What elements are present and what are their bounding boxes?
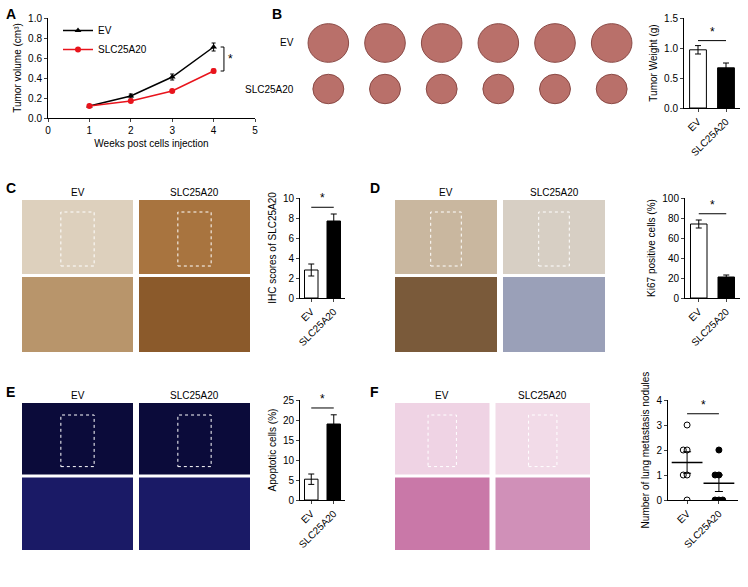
- svg-text:40: 40: [668, 253, 680, 264]
- svg-text:1.0: 1.0: [664, 43, 678, 54]
- svg-text:1: 1: [656, 470, 662, 481]
- svg-text:1.5: 1.5: [664, 13, 678, 24]
- svg-text:20: 20: [283, 415, 295, 426]
- svg-text:0: 0: [656, 495, 662, 506]
- svg-text:0: 0: [45, 125, 51, 136]
- svg-text:Number of lung metastasis nodu: Number of lung metastasis nodules: [640, 372, 651, 529]
- svg-text:60: 60: [668, 233, 680, 244]
- svg-text:1.0: 1.0: [28, 13, 42, 24]
- svg-text:SLC25A20: SLC25A20: [689, 306, 731, 348]
- svg-text:100: 100: [662, 193, 679, 204]
- svg-text:Weeks post cells injection: Weeks post cells injection: [94, 138, 208, 149]
- svg-text:*: *: [228, 52, 233, 66]
- svg-text:*: *: [710, 25, 715, 39]
- svg-text:4: 4: [656, 395, 662, 406]
- svg-text:SLC25A20: SLC25A20: [682, 508, 724, 550]
- svg-text:EV: EV: [439, 187, 453, 198]
- svg-text:*: *: [320, 392, 325, 406]
- svg-text:SLC25A20: SLC25A20: [518, 390, 567, 401]
- svg-text:25: 25: [283, 395, 295, 406]
- svg-text:Tumor Weight (g): Tumor Weight (g): [648, 24, 659, 101]
- svg-text:EV: EV: [71, 187, 85, 198]
- svg-text:1: 1: [87, 125, 93, 136]
- svg-text:A: A: [6, 6, 16, 22]
- svg-text:6: 6: [288, 233, 294, 244]
- svg-text:10: 10: [283, 455, 295, 466]
- svg-text:0.2: 0.2: [28, 93, 42, 104]
- svg-text:EV: EV: [280, 37, 294, 48]
- svg-text:Ki67 positive cells (%): Ki67 positive cells (%): [646, 199, 657, 297]
- svg-text:80: 80: [668, 213, 680, 224]
- svg-text:10: 10: [283, 193, 295, 204]
- svg-text:4: 4: [288, 253, 294, 264]
- svg-text:0: 0: [288, 495, 294, 506]
- svg-text:*: *: [701, 398, 706, 412]
- svg-text:2: 2: [128, 125, 134, 136]
- svg-text:F: F: [370, 384, 379, 400]
- svg-text:2: 2: [288, 273, 294, 284]
- svg-text:C: C: [6, 180, 16, 196]
- svg-text:0.4: 0.4: [28, 73, 42, 84]
- svg-text:SLC25A20: SLC25A20: [689, 116, 731, 158]
- svg-text:EV: EV: [71, 390, 85, 401]
- svg-text:EV: EV: [686, 306, 703, 323]
- svg-text:EV: EV: [98, 25, 112, 36]
- svg-text:3: 3: [656, 420, 662, 431]
- svg-text:E: E: [6, 384, 15, 400]
- svg-text:SLC25A20: SLC25A20: [170, 187, 219, 198]
- svg-text:SLC25A20: SLC25A20: [530, 187, 579, 198]
- svg-text:0.0: 0.0: [28, 113, 42, 124]
- svg-text:Tumor volume (cm³): Tumor volume (cm³): [12, 23, 23, 113]
- svg-text:5: 5: [288, 475, 294, 486]
- svg-text:SLC25A20: SLC25A20: [297, 306, 339, 348]
- svg-text:2: 2: [656, 445, 662, 456]
- svg-text:SLC25A20: SLC25A20: [245, 84, 294, 95]
- svg-text:EV: EV: [675, 508, 692, 525]
- svg-text:EV: EV: [435, 390, 449, 401]
- svg-text:15: 15: [283, 435, 295, 446]
- svg-text:5: 5: [252, 125, 258, 136]
- svg-text:SLC25A20: SLC25A20: [170, 390, 219, 401]
- svg-text:Apoptotic cells (%): Apoptotic cells (%): [267, 409, 278, 492]
- svg-text:*: *: [710, 198, 715, 212]
- svg-text:D: D: [370, 180, 380, 196]
- svg-text:8: 8: [288, 213, 294, 224]
- svg-text:SLC25A20: SLC25A20: [98, 44, 147, 55]
- svg-text:4: 4: [211, 125, 217, 136]
- svg-text:0.0: 0.0: [664, 103, 678, 114]
- svg-text:20: 20: [668, 273, 680, 284]
- svg-text:0: 0: [673, 293, 679, 304]
- svg-text:3: 3: [169, 125, 175, 136]
- svg-text:0.6: 0.6: [28, 53, 42, 64]
- svg-text:IHC scores of SLC25A20: IHC scores of SLC25A20: [267, 192, 278, 304]
- svg-text:EV: EV: [299, 508, 316, 525]
- svg-text:SLC25A20: SLC25A20: [297, 508, 339, 550]
- svg-text:EV: EV: [299, 306, 316, 323]
- svg-text:0.8: 0.8: [28, 33, 42, 44]
- svg-text:*: *: [320, 191, 325, 205]
- svg-text:B: B: [272, 6, 282, 22]
- svg-text:EV: EV: [686, 116, 703, 133]
- svg-text:0.5: 0.5: [664, 73, 678, 84]
- svg-text:0: 0: [288, 293, 294, 304]
